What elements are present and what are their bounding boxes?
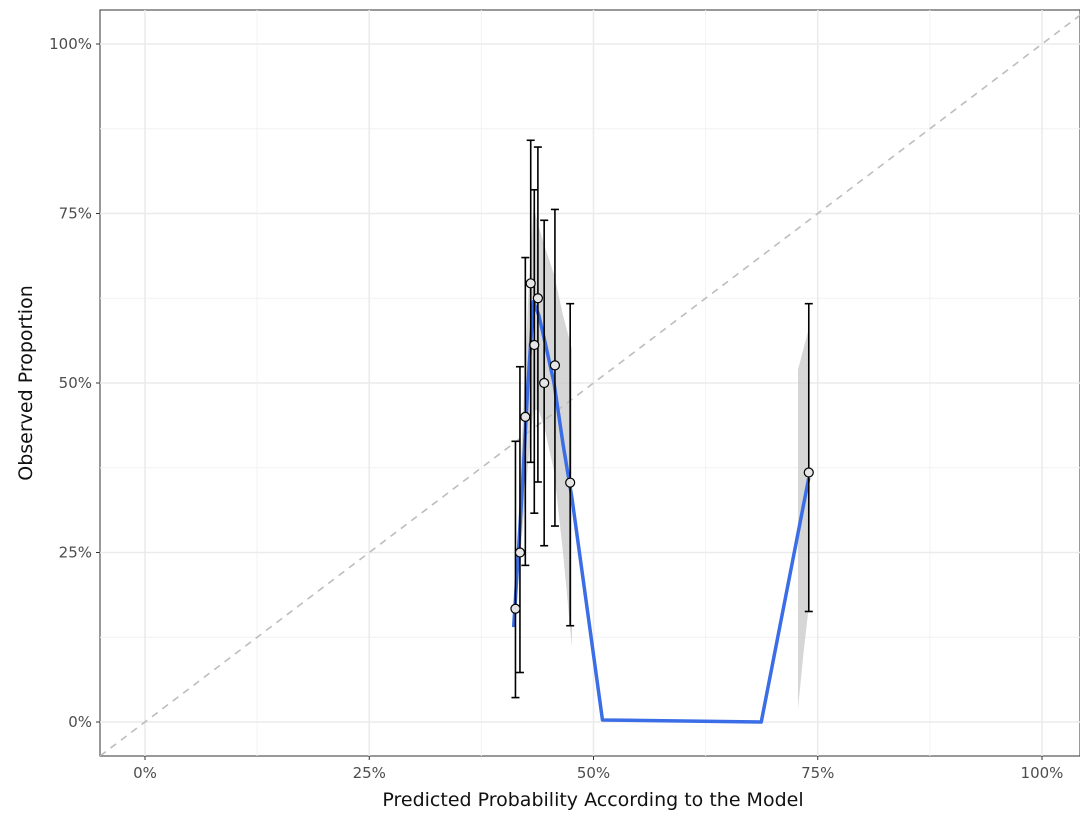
data-points — [510, 278, 814, 614]
error-bar — [526, 139, 535, 464]
confidence-band — [513, 206, 809, 709]
error-bars — [511, 139, 813, 699]
reference-diagonal-line — [100, 14, 1080, 756]
y-tick-label: 25% — [59, 544, 92, 562]
data-point — [520, 411, 531, 422]
x-axis-title: Predicted Probability According to the M… — [382, 789, 803, 811]
y-tick-label: 75% — [59, 205, 92, 223]
error-bar — [533, 146, 542, 483]
data-point — [514, 547, 526, 558]
data-point — [525, 278, 536, 289]
y-axis-title: Observed Proportion — [15, 285, 37, 480]
error-bar — [521, 256, 530, 567]
data-point — [510, 603, 521, 614]
error-bar — [530, 188, 539, 514]
data-point — [803, 467, 814, 478]
error-bar — [511, 440, 520, 699]
x-tick-label: 50% — [577, 764, 610, 782]
x-tick-label: 100% — [1021, 764, 1064, 782]
data-point — [539, 377, 550, 389]
data-point — [529, 339, 540, 351]
data-point — [532, 293, 543, 304]
x-tick-label: 25% — [353, 764, 386, 782]
y-tick-label: 100% — [49, 35, 92, 53]
x-axis-ticks: 0% 25% 50% 75% 100% — [133, 756, 1063, 782]
y-axis-ticks: 0% 25% 50% 75% 100% — [49, 35, 100, 731]
confidence-band-segment — [513, 206, 572, 648]
error-bar — [804, 302, 813, 613]
x-tick-label: 75% — [801, 764, 834, 782]
error-bar — [515, 365, 524, 674]
y-tick-label: 0% — [68, 713, 92, 731]
data-point — [565, 477, 576, 488]
smooth-calibration-line — [511, 299, 811, 724]
y-tick-label: 50% — [59, 374, 92, 392]
data-point — [549, 360, 561, 371]
grid — [100, 10, 1080, 756]
x-tick-label: 0% — [133, 764, 157, 782]
confidence-band-segment — [798, 328, 809, 709]
error-bar — [566, 302, 575, 627]
